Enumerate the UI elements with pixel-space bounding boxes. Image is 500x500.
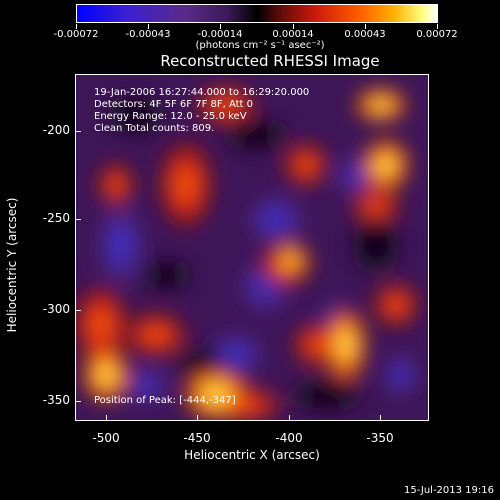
generation-timestamp: 15-Jul-2013 19:16 [403,485,494,496]
x-tick-label: -450 [183,431,211,445]
plot-title: Reconstructed RHESSI Image [160,52,380,70]
y-tick-label: -250 [42,211,70,225]
colorbar-units: (photons cm⁻² s⁻¹ asec⁻²) [195,40,325,51]
x-tick-label: -500 [92,431,120,445]
x-axis-label: Heliocentric X (arcsec) [184,448,320,462]
colorbar-tick-label: 0.00072 [416,29,458,40]
colorbar-tick-label: 0.00043 [344,29,386,40]
peak-position: Position of Peak: [-444,-347] [94,395,236,406]
rhessi-image [76,75,428,420]
y-tick-label: -350 [42,393,70,407]
y-tick-label: -300 [42,302,70,316]
colorbar-tick-label: -0.00043 [125,29,171,40]
y-tick-label: -200 [42,123,70,137]
colorbar [76,4,438,23]
x-tick-label: -400 [275,431,303,445]
colorbar-tick-label: -0.00014 [197,29,243,40]
info-detectors: Detectors: 4F 5F 6F 7F 8F, Att 0 [94,99,254,110]
colorbar-tick-label: 0.00014 [272,29,314,40]
x-tick-label: -350 [366,431,394,445]
info-time-range: 19-Jan-2006 16:27:44.000 to 16:29:20.000 [94,87,310,98]
y-axis-label: Heliocentric Y (arcsec) [5,197,19,333]
info-clean-counts: Clean Total counts: 809. [94,123,215,134]
colorbar-tick-label: -0.00072 [53,29,99,40]
info-energy-range: Energy Range: 12.0 - 25.0 keV [94,111,247,122]
image-plot: 19-Jan-2006 16:27:44.000 to 16:29:20.000… [75,74,429,421]
